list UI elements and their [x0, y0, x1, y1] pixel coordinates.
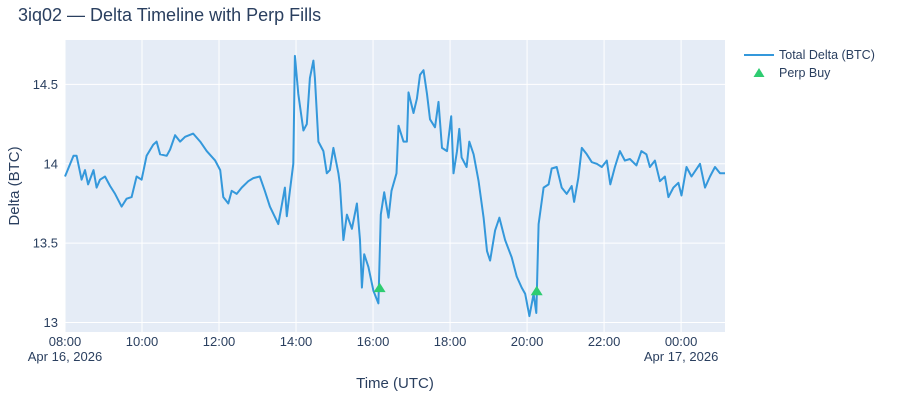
plot-area[interactable] — [65, 40, 725, 332]
x-tick-label: 16:00 — [357, 334, 390, 349]
perp-buy-marker — [530, 285, 543, 296]
x-tick-date-label: Apr 17, 2026 — [644, 349, 718, 364]
x-tick-date-label: Apr 16, 2026 — [28, 349, 102, 364]
y-tick-label: 14 — [44, 156, 58, 171]
x-tick-label: 22:00 — [588, 334, 621, 349]
x-tick-label: 10:00 — [126, 334, 159, 349]
x-tick-label: 00:00 — [665, 334, 698, 349]
x-tick-label: 14:00 — [280, 334, 313, 349]
legend-label-total-delta: Total Delta (BTC) — [779, 48, 875, 62]
gridlines — [64, 40, 725, 332]
legend-item-total-delta[interactable]: Total Delta (BTC) — [744, 48, 875, 62]
perp-buy-marker — [373, 282, 386, 293]
chart-title: 3iq02 — Delta Timeline with Perp Fills — [18, 5, 321, 25]
x-tick-label: 08:00 — [49, 334, 82, 349]
series-layer — [64, 54, 725, 318]
x-tick-label: 12:00 — [203, 334, 236, 349]
x-tick-label: 18:00 — [434, 334, 467, 349]
y-axis-title: Delta (BTC) — [6, 146, 23, 225]
y-tick-label: 13 — [44, 315, 58, 330]
x-axis-title: Time (UTC) — [356, 375, 434, 392]
y-tick-label: 14.5 — [33, 77, 58, 92]
x-tick-label: 20:00 — [511, 334, 544, 349]
legend: Total Delta (BTC) Perp Buy — [744, 48, 875, 80]
triangle-up-icon — [753, 68, 765, 77]
y-tick-label: 13.5 — [33, 236, 58, 251]
legend-item-perp-buy[interactable]: Perp Buy — [753, 66, 832, 80]
total-delta-line — [64, 54, 725, 318]
legend-label-perp-buy: Perp Buy — [779, 66, 831, 80]
